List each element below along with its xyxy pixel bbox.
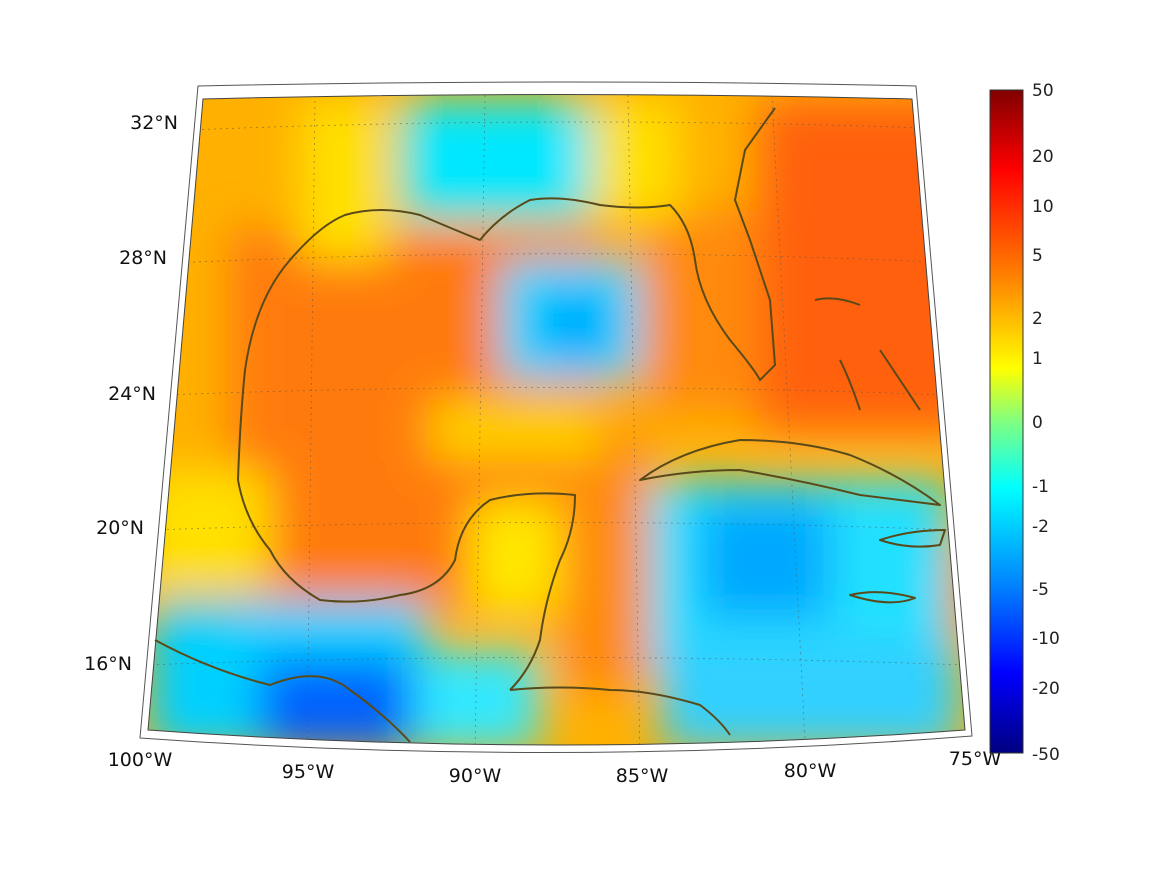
map-border-strip: [139, 81, 973, 754]
lat-label-20n: 20°N: [96, 517, 144, 539]
colorbar-tick-m20: -20: [1032, 679, 1060, 699]
colorbar-tick-m2: -2: [1032, 517, 1049, 537]
lon-label-85w: 85°W: [616, 765, 669, 787]
colorbar-tick-10: 10: [1032, 197, 1054, 217]
lon-label-95w: 95°W: [282, 761, 335, 783]
lat-label-24n: 24°N: [108, 383, 156, 405]
lon-label-80w: 80°W: [784, 760, 837, 782]
colorbar-tick-m10: -10: [1032, 629, 1060, 649]
map-field: [148, 94, 965, 745]
lon-label-75w: 75°W: [949, 748, 1002, 770]
colorbar-tick-m1: -1: [1032, 477, 1049, 497]
colorbar-tick-5: 5: [1032, 246, 1043, 266]
colorbar-tick-m5: -5: [1032, 580, 1049, 600]
lat-label-28n: 28°N: [119, 247, 167, 269]
lat-labels: 32°N 28°N 24°N 20°N 16°N: [84, 112, 178, 675]
colorbar: [989, 89, 1024, 754]
coastlines: [154, 107, 946, 743]
lat-label-32n: 32°N: [130, 112, 178, 134]
colorbar-ticks: 50 20 10 5 2 1 0 -1 -2 -5 -10 -20 -50: [1032, 81, 1060, 765]
colorbar-tick-0: 0: [1032, 413, 1043, 433]
graticule: [148, 94, 965, 745]
colorbar-tick-1: 1: [1032, 349, 1043, 369]
lon-label-100w: 100°W: [108, 749, 173, 771]
colorbar-tick-20: 20: [1032, 147, 1054, 167]
map-frame: [147, 94, 966, 746]
lat-label-16n: 16°N: [84, 653, 132, 675]
colorbar-tick-m50: -50: [1032, 745, 1060, 765]
lon-label-90w: 90°W: [449, 765, 502, 787]
lon-labels: 100°W 95°W 90°W 85°W 80°W 75°W: [108, 748, 1002, 787]
colorbar-tick-2: 2: [1032, 309, 1043, 329]
colorbar-tick-50: 50: [1032, 81, 1054, 101]
